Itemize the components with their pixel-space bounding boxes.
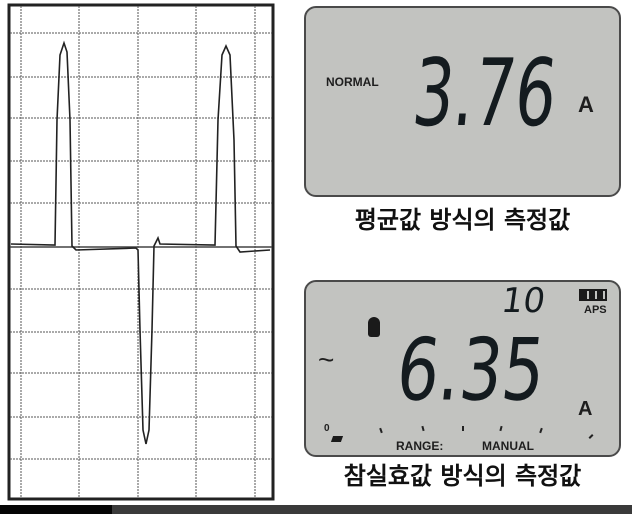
scale-tick [499,425,503,432]
unit-label: A [578,398,593,420]
hold-icon [330,436,344,442]
average-display: NORMAL 3.76 A [304,6,621,197]
main-reading: 3.76 [408,40,562,149]
bottom-strip [0,505,632,514]
range-value: MANUAL [482,439,534,453]
average-caption: 평균값 방식의 측정값 [354,206,571,234]
scale-tick [539,427,543,434]
small-reading: 10 [498,281,548,321]
scale-tick [421,425,425,432]
scale-tick [379,427,383,434]
true-rms-display: 10 APS ~ 6.35 A 0 RANGE: MANUAL [304,280,621,457]
scale-tick [462,426,464,431]
mode-label: NORMAL [326,75,379,89]
zero-label: 0 [324,423,330,434]
true-rms-caption: 참실효값 방식의 측정값 [343,462,582,490]
bulb-icon [368,317,380,337]
aps-label: APS [584,304,607,316]
scale-tick [588,434,594,439]
unit-label: A [578,92,594,117]
ac-wave-icon: ~ [318,344,335,375]
main-reading: 6.35 [392,320,550,421]
range-label: RANGE: [396,439,444,453]
oscilloscope-waveform [0,0,290,505]
battery-icon [579,289,607,301]
